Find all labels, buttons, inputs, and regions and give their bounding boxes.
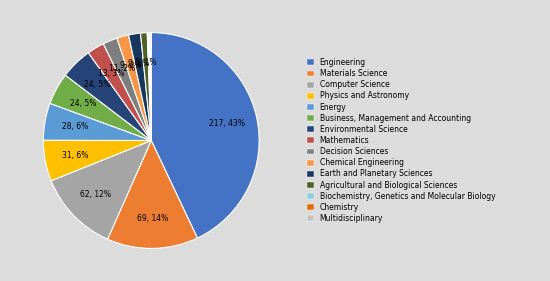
Wedge shape xyxy=(147,33,151,140)
Wedge shape xyxy=(43,103,151,140)
Text: 31, 6%: 31, 6% xyxy=(62,151,88,160)
Wedge shape xyxy=(129,33,151,140)
Text: 28, 6%: 28, 6% xyxy=(62,122,88,131)
Wedge shape xyxy=(141,33,151,140)
Text: 11, 2%: 11, 2% xyxy=(108,64,135,73)
Wedge shape xyxy=(148,33,151,140)
Text: 5, 1%: 5, 1% xyxy=(135,58,157,67)
Text: 9, 2%: 9, 2% xyxy=(120,61,141,70)
Wedge shape xyxy=(151,33,259,238)
Wedge shape xyxy=(108,140,197,248)
Wedge shape xyxy=(51,140,151,239)
Wedge shape xyxy=(65,53,151,140)
Wedge shape xyxy=(103,38,151,140)
Wedge shape xyxy=(43,140,151,181)
Wedge shape xyxy=(117,35,151,140)
Text: 69, 14%: 69, 14% xyxy=(136,214,168,223)
Legend: Engineering, Materials Science, Computer Science, Physics and Astronomy, Energy,: Engineering, Materials Science, Computer… xyxy=(306,56,497,225)
Text: 217, 43%: 217, 43% xyxy=(209,119,245,128)
Text: 24, 5%: 24, 5% xyxy=(70,99,96,108)
Text: 62, 12%: 62, 12% xyxy=(80,190,111,199)
Wedge shape xyxy=(150,33,151,140)
Wedge shape xyxy=(89,44,151,140)
Text: 24, 5%: 24, 5% xyxy=(84,80,111,89)
Text: 9, 2%: 9, 2% xyxy=(129,59,150,68)
Text: 13, 3%: 13, 3% xyxy=(98,69,124,78)
Wedge shape xyxy=(50,75,151,140)
